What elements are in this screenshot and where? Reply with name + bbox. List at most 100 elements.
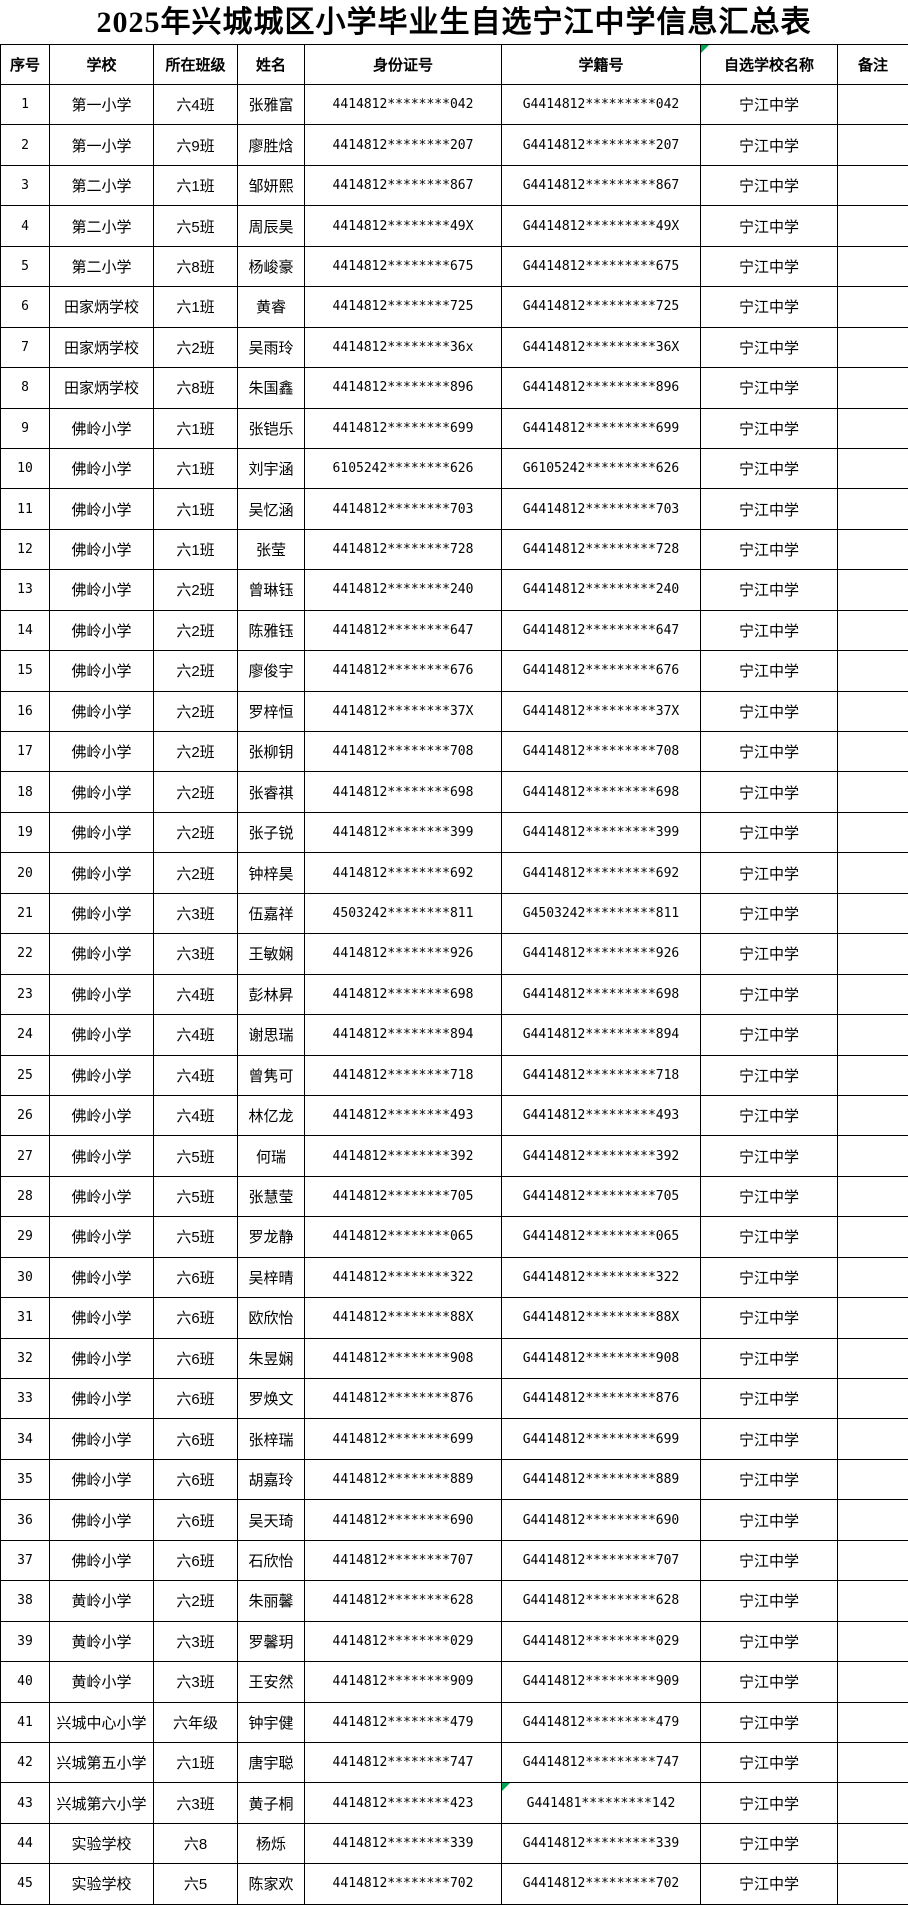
table-row: 3 第二小学 六1班 邹妍熙 4414812********867 G4414812***… (0, 164, 908, 207)
cell-id-number: 4414812********889 (304, 1458, 502, 1501)
cell-id-number: 4414812********240 (304, 569, 502, 611)
table-row: 1 第一小学 六4班 张雅富 4414812********042 G4414812***… (0, 83, 908, 126)
cell-remark (837, 771, 908, 813)
cell-student-number: G4414812*********49X (501, 205, 701, 247)
table-row: 38 黄岭小学 六2班 朱丽馨 4414812********628 G4414812**… (0, 1580, 908, 1622)
cell-id-number: 4414812********647 (304, 609, 502, 652)
cell-student-number: G6105242*********626 (501, 447, 701, 490)
table-row: 12 佛岭小学 六1班 张莹 4414812********728 G4414812***… (0, 528, 908, 571)
cell-index: 43 (0, 1782, 50, 1824)
cell-school: 第二小学 (49, 164, 154, 207)
cell-name: 邹妍熙 (237, 164, 305, 207)
table-row: 21 佛岭小学 六3班 伍嘉祥 4503242********811 G4503242**… (0, 892, 908, 935)
cell-id-number: 4414812********029 (304, 1620, 502, 1663)
cell-id-number: 4414812********926 (304, 933, 502, 975)
cell-school: 佛岭小学 (49, 407, 154, 449)
cell-index: 10 (0, 447, 50, 490)
cell-chosen-school: 宁江中学 (700, 1135, 838, 1177)
table-row: 36 佛岭小学 六6班 吴天琦 4414812********690 G4414812**… (0, 1499, 908, 1541)
cell-class: 六2班 (153, 569, 238, 611)
cell-class: 六1班 (153, 407, 238, 449)
column-header-id-number: 身份证号 (304, 44, 502, 85)
cell-school: 田家炳学校 (49, 326, 154, 369)
cell-class: 六8班 (153, 367, 238, 409)
cell-index: 15 (0, 650, 50, 692)
cell-id-number: 4414812********747 (304, 1741, 502, 1784)
cell-name: 罗梓恒 (237, 690, 305, 733)
cell-class: 六8班 (153, 245, 238, 288)
cell-student-number: G4414812*********36X (501, 326, 701, 369)
cell-chosen-school: 宁江中学 (700, 1539, 838, 1582)
cell-school: 佛岭小学 (49, 1256, 154, 1299)
cell-id-number: 4414812********065 (304, 1216, 502, 1258)
cell-remark (837, 205, 908, 247)
column-header-name: 姓名 (237, 44, 305, 85)
cell-school: 佛岭小学 (49, 1377, 154, 1420)
table-row: 28 佛岭小学 六5班 张慧莹 4414812********705 G4414812**… (0, 1175, 908, 1218)
cell-student-number: G4414812*********88X (501, 1297, 701, 1339)
cell-name: 张莹 (237, 528, 305, 571)
cell-school: 佛岭小学 (49, 447, 154, 490)
cell-name: 刘宇涵 (237, 447, 305, 490)
table-row: 9 佛岭小学 六1班 张铠乐 4414812********699 G4414812***… (0, 407, 908, 449)
cell-student-number: G4503242*********811 (501, 892, 701, 935)
cell-index: 36 (0, 1499, 50, 1541)
cell-student-number: G4414812*********692 (501, 852, 701, 894)
cell-class: 六6班 (153, 1499, 238, 1541)
cell-student-number: G4414812*********894 (501, 1014, 701, 1056)
cell-id-number: 4414812********042 (304, 83, 502, 126)
cell-remark (837, 1054, 908, 1096)
cell-class: 六5班 (153, 205, 238, 247)
cell-student-number: G4414812*********703 (501, 488, 701, 530)
cell-student-number: G4414812*********926 (501, 933, 701, 975)
cell-chosen-school: 宁江中学 (700, 1620, 838, 1663)
cell-remark (837, 1458, 908, 1501)
cell-name: 王敏娴 (237, 933, 305, 975)
cell-name: 王安然 (237, 1661, 305, 1703)
cell-remark (837, 1377, 908, 1420)
cell-class: 六年级 (153, 1701, 238, 1743)
cell-chosen-school: 宁江中学 (700, 1094, 838, 1137)
table-row: 15 佛岭小学 六2班 廖俊宇 4414812********676 G4414812**… (0, 650, 908, 692)
cell-remark (837, 650, 908, 692)
cell-chosen-school: 宁江中学 (700, 1822, 838, 1865)
cell-index: 2 (0, 124, 50, 166)
cell-id-number: 4414812********876 (304, 1377, 502, 1420)
cell-student-number: G4414812*********399 (501, 811, 701, 854)
cell-student-number: G4414812*********725 (501, 286, 701, 328)
cell-chosen-school: 宁江中学 (700, 1701, 838, 1743)
cell-index: 31 (0, 1297, 50, 1339)
cell-id-number: 4414812********707 (304, 1539, 502, 1582)
cell-school: 佛岭小学 (49, 1297, 154, 1339)
cell-school: 黄岭小学 (49, 1620, 154, 1663)
cell-index: 45 (0, 1863, 50, 1905)
cell-chosen-school: 宁江中学 (700, 205, 838, 247)
cell-student-number: G4414812*********042 (501, 83, 701, 126)
cell-index: 16 (0, 690, 50, 733)
cell-school: 黄岭小学 (49, 1661, 154, 1703)
cell-school: 第一小学 (49, 124, 154, 166)
table-row: 27 佛岭小学 六5班 何瑞 4414812********392 G4414812***… (0, 1135, 908, 1177)
cell-remark (837, 1216, 908, 1258)
cell-id-number: 4414812********725 (304, 286, 502, 328)
cell-remark (837, 245, 908, 288)
cell-id-number: 4414812********705 (304, 1175, 502, 1218)
cell-school: 佛岭小学 (49, 771, 154, 813)
cell-class: 六1班 (153, 286, 238, 328)
cell-index: 23 (0, 973, 50, 1016)
cell-remark (837, 1297, 908, 1339)
cell-remark (837, 1782, 908, 1824)
cell-school: 兴城中心小学 (49, 1701, 154, 1743)
cell-id-number: 4414812********322 (304, 1256, 502, 1299)
cell-index: 30 (0, 1256, 50, 1299)
cell-remark (837, 690, 908, 733)
table-row: 34 佛岭小学 六6班 张梓瑞 4414812********699 G4414812**… (0, 1418, 908, 1460)
cell-index: 42 (0, 1741, 50, 1784)
cell-name: 周辰昊 (237, 205, 305, 247)
cell-remark (837, 569, 908, 611)
cell-chosen-school: 宁江中学 (700, 1256, 838, 1299)
cell-chosen-school: 宁江中学 (700, 1054, 838, 1096)
cell-id-number: 4414812********628 (304, 1580, 502, 1622)
cell-student-number: G4414812*********908 (501, 1337, 701, 1380)
table-row: 37 佛岭小学 六6班 石欣怡 4414812********707 G4414812**… (0, 1539, 908, 1582)
